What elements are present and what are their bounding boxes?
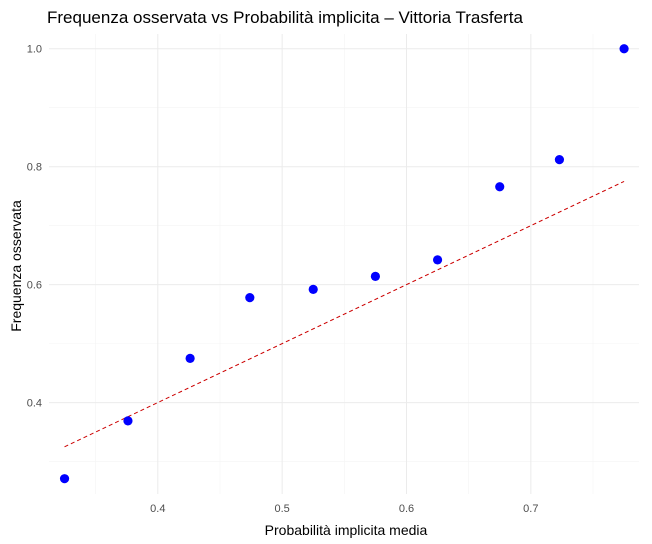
data-point-5 xyxy=(370,271,380,281)
y-tick-label-1: 0.6 xyxy=(27,280,42,292)
y-tick-label-2: 0.8 xyxy=(27,162,42,174)
data-point-0 xyxy=(59,474,70,484)
data-point-7 xyxy=(495,182,505,192)
chart-title: Frequenza osservata vs Probabilità impli… xyxy=(47,8,523,27)
data-points xyxy=(59,44,629,484)
data-point-1 xyxy=(123,416,133,426)
data-point-2 xyxy=(185,353,195,363)
data-point-8 xyxy=(554,155,565,165)
data-point-3 xyxy=(245,293,255,303)
reference-line xyxy=(64,180,625,448)
minor-gridlines xyxy=(49,34,639,494)
y-axis-title: Frequenza osservata xyxy=(8,200,24,332)
data-point-4 xyxy=(308,284,318,294)
x-axis-title: Probabilità implicita media xyxy=(265,522,428,538)
x-tick-label-0: 0.4 xyxy=(150,503,165,515)
data-point-9 xyxy=(619,44,629,54)
y-tick-label-0: 0.4 xyxy=(27,398,42,410)
data-point-6 xyxy=(432,255,443,265)
y-tick-label-3: 1.0 xyxy=(27,44,42,56)
x-tick-label-2: 0.6 xyxy=(399,503,414,515)
x-tick-label-1: 0.5 xyxy=(274,503,289,515)
x-tick-labels: 0.4 0.5 0.6 0.7 xyxy=(150,503,538,515)
x-tick-label-3: 0.7 xyxy=(523,503,538,515)
major-gridlines xyxy=(49,34,639,494)
y-tick-labels: 0.4 0.6 0.8 1.0 xyxy=(27,44,42,410)
